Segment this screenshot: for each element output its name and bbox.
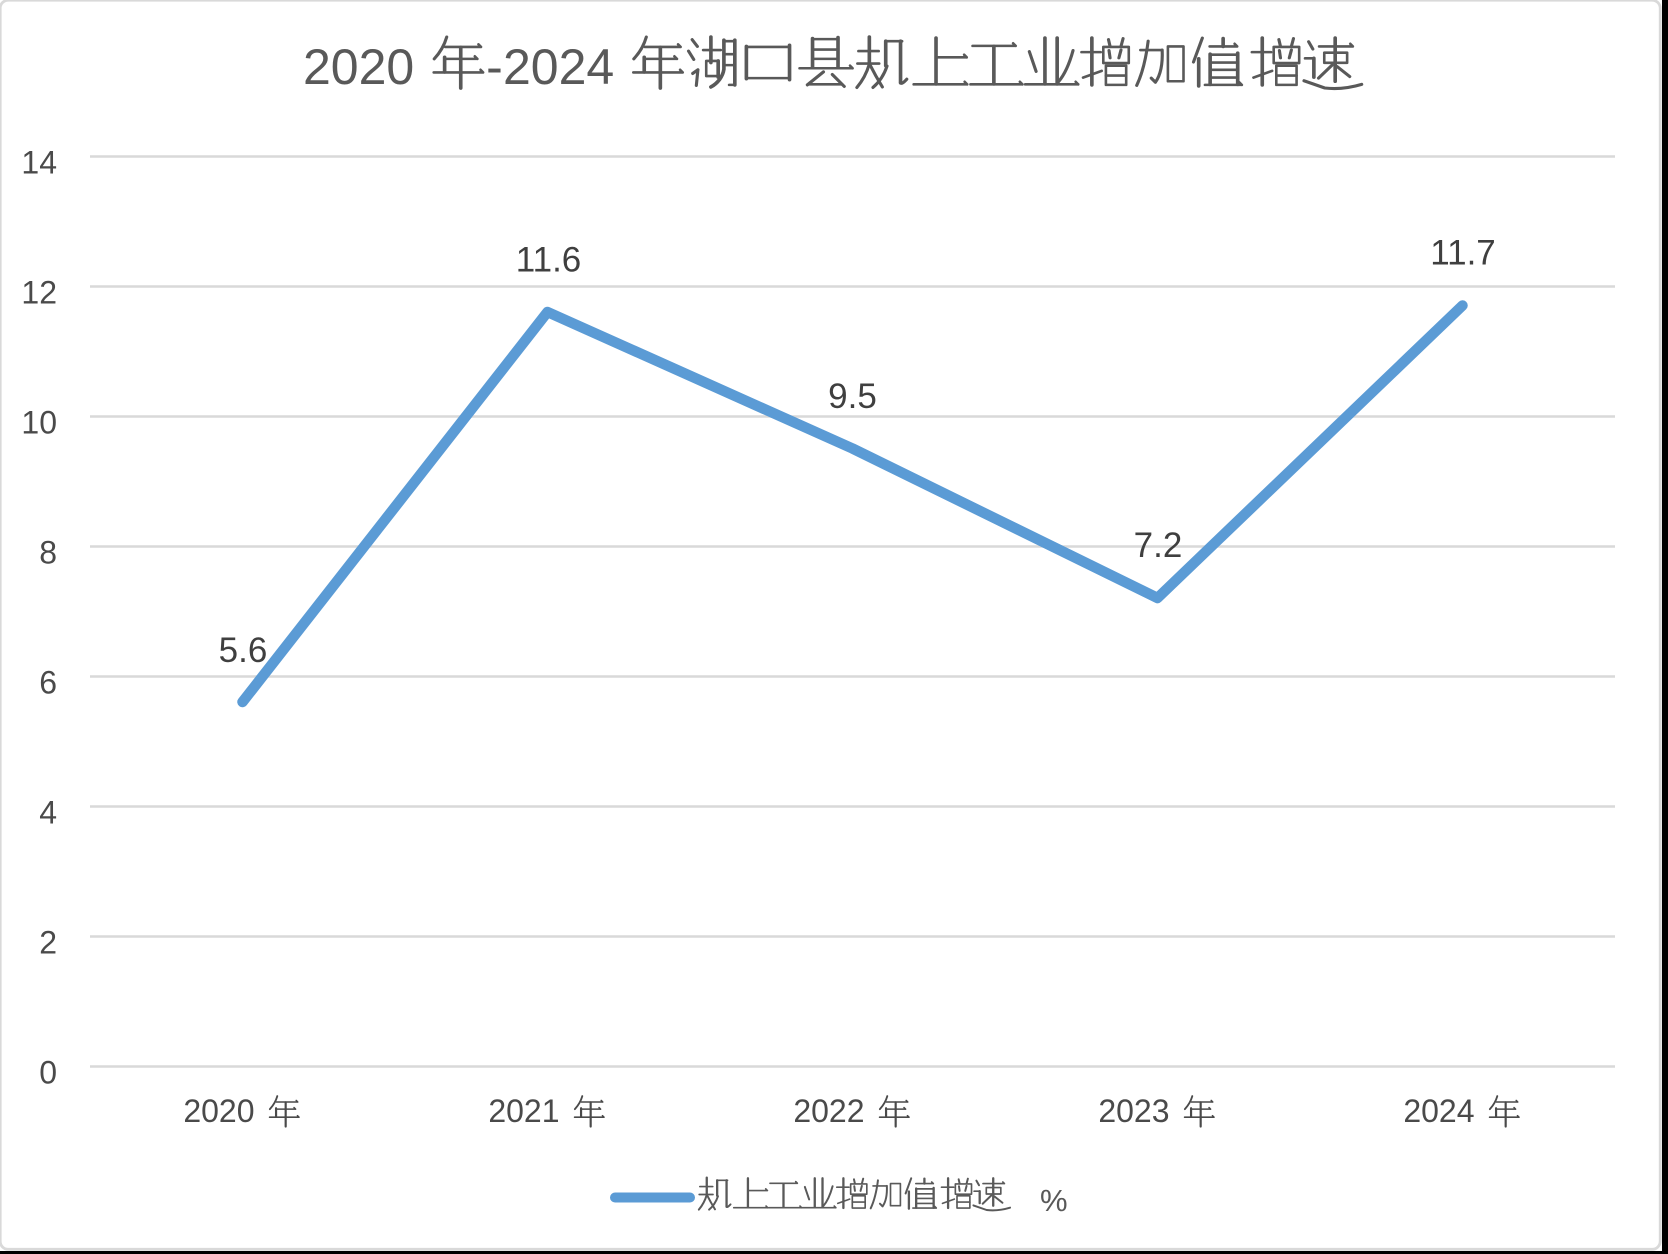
svg-text:8: 8 bbox=[39, 535, 57, 571]
svg-text:2023: 2023 bbox=[1098, 1093, 1169, 1129]
svg-text:5.6: 5.6 bbox=[219, 631, 268, 670]
svg-text:9.5: 9.5 bbox=[828, 377, 877, 416]
svg-text:7.2: 7.2 bbox=[1134, 526, 1183, 565]
svg-text:-: - bbox=[486, 39, 503, 95]
svg-text:0: 0 bbox=[39, 1055, 57, 1091]
svg-text:%: % bbox=[1040, 1183, 1068, 1218]
svg-text:2024: 2024 bbox=[1403, 1093, 1474, 1129]
svg-text:2024: 2024 bbox=[503, 39, 614, 95]
svg-text:2022: 2022 bbox=[793, 1093, 864, 1129]
svg-text:2020: 2020 bbox=[183, 1093, 254, 1129]
svg-text:6: 6 bbox=[39, 665, 57, 701]
svg-text:12: 12 bbox=[21, 275, 57, 311]
svg-text:11.6: 11.6 bbox=[516, 241, 582, 280]
svg-text:2021: 2021 bbox=[488, 1093, 559, 1129]
svg-text:11.7: 11.7 bbox=[1430, 234, 1496, 273]
svg-text:14: 14 bbox=[21, 145, 57, 181]
svg-text:2020: 2020 bbox=[303, 39, 414, 95]
svg-text:4: 4 bbox=[39, 795, 57, 831]
svg-text:2: 2 bbox=[39, 925, 57, 961]
svg-text:10: 10 bbox=[21, 405, 57, 441]
